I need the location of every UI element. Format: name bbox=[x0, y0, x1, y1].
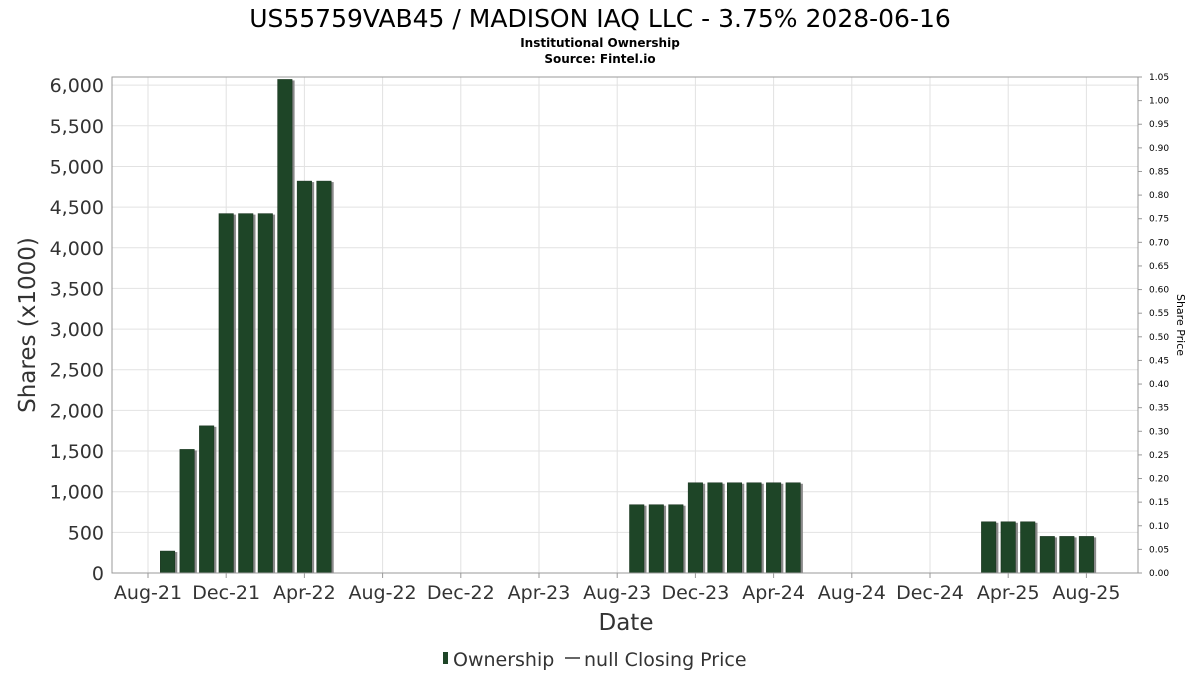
y2-tick-label: 0.75 bbox=[1149, 215, 1169, 225]
y2-tick-label: 0.25 bbox=[1149, 451, 1169, 461]
y2-tick-label: 0.65 bbox=[1149, 262, 1169, 272]
x-tick-label: Aug-21 bbox=[114, 582, 182, 604]
bar bbox=[257, 213, 273, 574]
y2-tick-label: 0.20 bbox=[1149, 475, 1169, 485]
bar bbox=[1000, 521, 1016, 574]
x-tick-label: Aug-23 bbox=[583, 582, 651, 604]
bar bbox=[296, 180, 312, 574]
bar bbox=[1059, 536, 1075, 574]
bar bbox=[648, 504, 664, 574]
y-tick-label: 2,500 bbox=[50, 360, 104, 382]
bar bbox=[316, 180, 332, 574]
bar bbox=[218, 213, 234, 574]
bar bbox=[727, 482, 742, 574]
bar bbox=[1039, 536, 1055, 574]
x-tick-label: Aug-24 bbox=[818, 582, 886, 604]
bar bbox=[707, 482, 723, 574]
bars-group bbox=[160, 79, 1097, 574]
x-tick-label: Apr-24 bbox=[742, 582, 805, 604]
x-tick-label: Dec-21 bbox=[192, 582, 260, 604]
x-tick-label: Aug-22 bbox=[349, 582, 417, 604]
chart-subtitle: Institutional Ownership bbox=[520, 36, 680, 50]
bar bbox=[746, 482, 762, 574]
y-tick-label: 4,500 bbox=[50, 197, 104, 219]
legend-ownership-label: Ownership bbox=[453, 649, 554, 671]
y-tick-label: 4,000 bbox=[50, 238, 104, 260]
y-tick-label: 5,000 bbox=[50, 156, 104, 178]
y-tick-label: 6,000 bbox=[50, 75, 104, 97]
y2-tick-label: 0.85 bbox=[1149, 167, 1169, 177]
x-tick-label: Apr-22 bbox=[273, 582, 336, 604]
bar bbox=[160, 550, 176, 574]
y2-tick-label: 0.60 bbox=[1149, 286, 1169, 296]
secondary-y-axis: 0.00 0.05 0.10 0.15 0.20 0.25 0.30 0.35 0.40 0.45… bbox=[1138, 73, 1169, 579]
x-tick-label: Apr-23 bbox=[508, 582, 571, 604]
y-tick-label: 5,500 bbox=[50, 116, 104, 138]
y2-tick-label: 0.00 bbox=[1149, 569, 1169, 579]
x-tick-label: Dec-22 bbox=[427, 582, 495, 604]
y-tick-label: 1,500 bbox=[50, 441, 104, 463]
chart-source: Source: Fintel.io bbox=[544, 52, 655, 66]
x-axis: Aug-21 Dec-21 Apr-22 Aug-22 Dec-22 Apr-23 Aug-… bbox=[114, 573, 1120, 604]
bar bbox=[277, 79, 293, 574]
y2-tick-label: 0.35 bbox=[1149, 404, 1169, 414]
y-axis: 0 500 1,000 1,500 2,000 2,500 3,000 3,500 4,000 4… bbox=[50, 75, 104, 585]
bar bbox=[199, 425, 215, 574]
bar bbox=[238, 213, 254, 574]
chart-title: US55759VAB45 / MADISON IAQ LLC - 3.75% 2… bbox=[249, 4, 951, 33]
y2-tick-label: 0.95 bbox=[1149, 120, 1169, 130]
secondary-y-axis-title: Share Price bbox=[1174, 294, 1187, 356]
y2-tick-label: 0.70 bbox=[1149, 238, 1169, 248]
y-axis-title: Shares (x1000) bbox=[15, 237, 41, 413]
x-tick-label: Apr-25 bbox=[977, 582, 1040, 604]
y-tick-label: 0 bbox=[92, 563, 104, 585]
bar bbox=[1020, 521, 1036, 574]
y-tick-label: 2,000 bbox=[50, 400, 104, 422]
y2-tick-label: 0.45 bbox=[1149, 356, 1169, 366]
y2-tick-label: 0.90 bbox=[1149, 144, 1169, 154]
bar bbox=[785, 482, 801, 574]
y2-tick-label: 0.10 bbox=[1149, 522, 1169, 532]
y2-tick-label: 0.55 bbox=[1149, 309, 1169, 319]
bar bbox=[179, 449, 195, 574]
bar bbox=[629, 504, 645, 574]
y-tick-label: 3,500 bbox=[50, 278, 104, 300]
y-tick-label: 500 bbox=[68, 522, 104, 544]
x-tick-label: Dec-24 bbox=[896, 582, 964, 604]
bar bbox=[766, 482, 782, 574]
bar bbox=[1078, 536, 1094, 574]
x-tick-label: Aug-25 bbox=[1052, 582, 1120, 604]
y2-tick-label: 0.50 bbox=[1149, 333, 1169, 343]
y2-tick-label: 0.40 bbox=[1149, 380, 1169, 390]
x-tick-label: Dec-23 bbox=[661, 582, 729, 604]
bar bbox=[668, 504, 684, 574]
plot-border bbox=[111, 76, 1139, 574]
legend: Ownership null Closing Price bbox=[443, 649, 747, 671]
x-axis-title: Date bbox=[599, 610, 654, 636]
y2-tick-label: 1.05 bbox=[1149, 73, 1169, 83]
y2-tick-label: 0.15 bbox=[1149, 498, 1169, 508]
y-tick-label: 1,000 bbox=[50, 482, 104, 504]
y2-tick-label: 0.05 bbox=[1149, 545, 1169, 555]
y2-tick-label: 0.30 bbox=[1149, 427, 1169, 437]
y2-tick-label: 1.00 bbox=[1149, 97, 1169, 107]
y2-tick-label: 0.80 bbox=[1149, 191, 1169, 201]
bar bbox=[687, 482, 703, 574]
bar bbox=[981, 521, 997, 574]
legend-ownership-swatch bbox=[443, 652, 448, 664]
y-tick-label: 3,000 bbox=[50, 319, 104, 341]
legend-price-label: null Closing Price bbox=[584, 649, 747, 671]
